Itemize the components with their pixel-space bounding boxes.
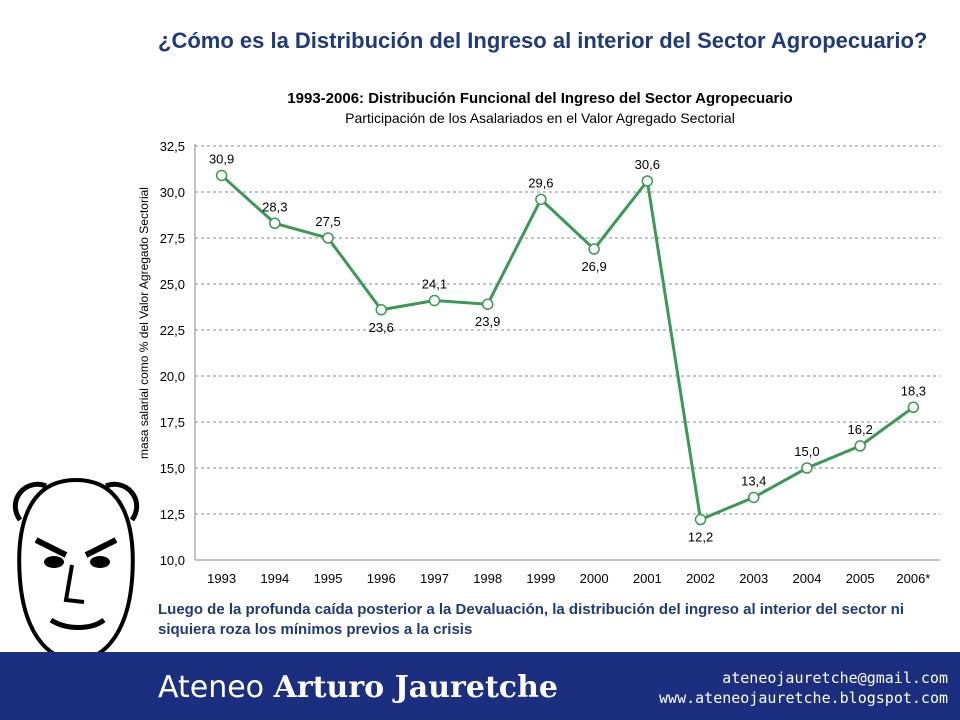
x-tick-label: 2005 xyxy=(846,571,875,586)
series-line xyxy=(220,174,915,522)
x-tick-label: 2004 xyxy=(793,571,822,586)
y-tick-label: 12,5 xyxy=(160,507,185,522)
x-tick-label: 1996 xyxy=(367,571,396,586)
x-tick-label: 2003 xyxy=(739,571,768,586)
data-point xyxy=(481,298,494,310)
data-label: 16,2 xyxy=(848,422,873,437)
x-tick-label: 2006* xyxy=(896,571,930,586)
data-label: 30,6 xyxy=(635,157,660,172)
chart-title: 1993-2006: Distribución Funcional del In… xyxy=(287,90,793,107)
email-link[interactable]: ateneojauretche@gmail.com xyxy=(722,669,948,687)
chart-subtitle: Participación de los Asalariados en el V… xyxy=(345,110,735,126)
y-tick-label: 27,5 xyxy=(160,231,185,246)
data-label: 23,6 xyxy=(369,320,394,335)
data-point xyxy=(215,169,228,182)
data-label: 15,0 xyxy=(794,444,819,459)
y-tick-label: 32,5 xyxy=(160,139,185,154)
data-point xyxy=(801,462,813,474)
data-point xyxy=(269,217,281,230)
footer-brand: Ateneo Arturo Jauretche xyxy=(158,670,558,705)
footer-contact: ateneojauretche@gmail.com www.ateneojaur… xyxy=(659,668,948,708)
slide-title: ¿Cómo es la Distribución del Ingreso al … xyxy=(158,28,928,53)
website-link[interactable]: www.ateneojauretche.blogspot.com xyxy=(659,689,948,707)
y-tick-label: 15,0 xyxy=(160,461,185,476)
data-label: 29,6 xyxy=(528,175,553,190)
data-point xyxy=(748,491,760,504)
data-point xyxy=(694,513,707,526)
data-point xyxy=(535,193,547,206)
y-tick-label: 20,0 xyxy=(160,369,185,384)
data-point xyxy=(428,294,441,307)
data-point xyxy=(375,304,387,316)
x-tick-label: 2000 xyxy=(580,571,609,586)
x-tick-label: 2001 xyxy=(633,571,662,586)
line-chart: 10,0 12,5 15,0 17,5 20,0 22,5 25,0 27,5 30,0 32,5… xyxy=(137,139,940,586)
data-point xyxy=(854,440,866,452)
x-tick-label: 2002 xyxy=(686,571,715,586)
data-point xyxy=(907,401,920,414)
y-tick-label: 10,0 xyxy=(160,553,185,568)
x-tick-label: 1995 xyxy=(314,571,343,586)
y-tick-label: 25,0 xyxy=(160,277,185,292)
data-label: 12,2 xyxy=(688,530,713,545)
data-point xyxy=(588,243,600,255)
data-label: 28,3 xyxy=(262,199,287,214)
y-axis-label: masa salarial como % del Valor Agregado … xyxy=(137,187,151,459)
y-tick-label: 17,5 xyxy=(160,415,185,430)
x-tick-label: 1997 xyxy=(420,571,449,586)
data-label: 27,5 xyxy=(315,214,340,229)
data-label: 23,9 xyxy=(475,314,500,329)
footer-band xyxy=(0,652,960,720)
footnote-text: Luego de la profunda caída posterior a l… xyxy=(158,601,904,638)
data-label: 26,9 xyxy=(581,259,606,274)
y-tick-label: 30,0 xyxy=(160,185,185,200)
brand-light-text: Ateneo xyxy=(158,670,265,705)
data-label: 18,3 xyxy=(901,383,926,398)
x-tick-label: 1993 xyxy=(207,571,236,586)
data-label: 30,9 xyxy=(209,151,234,166)
data-label: 24,1 xyxy=(422,277,447,292)
y-tick-label: 22,5 xyxy=(160,323,185,338)
brand-bold-text: Arturo Jauretche xyxy=(273,670,558,705)
x-tick-label: 1998 xyxy=(473,571,502,586)
x-tick-label: 1994 xyxy=(260,571,289,586)
data-label: 13,4 xyxy=(741,473,766,488)
data-point xyxy=(322,232,334,244)
data-point xyxy=(641,175,654,187)
x-tick-label: 1999 xyxy=(526,571,555,586)
